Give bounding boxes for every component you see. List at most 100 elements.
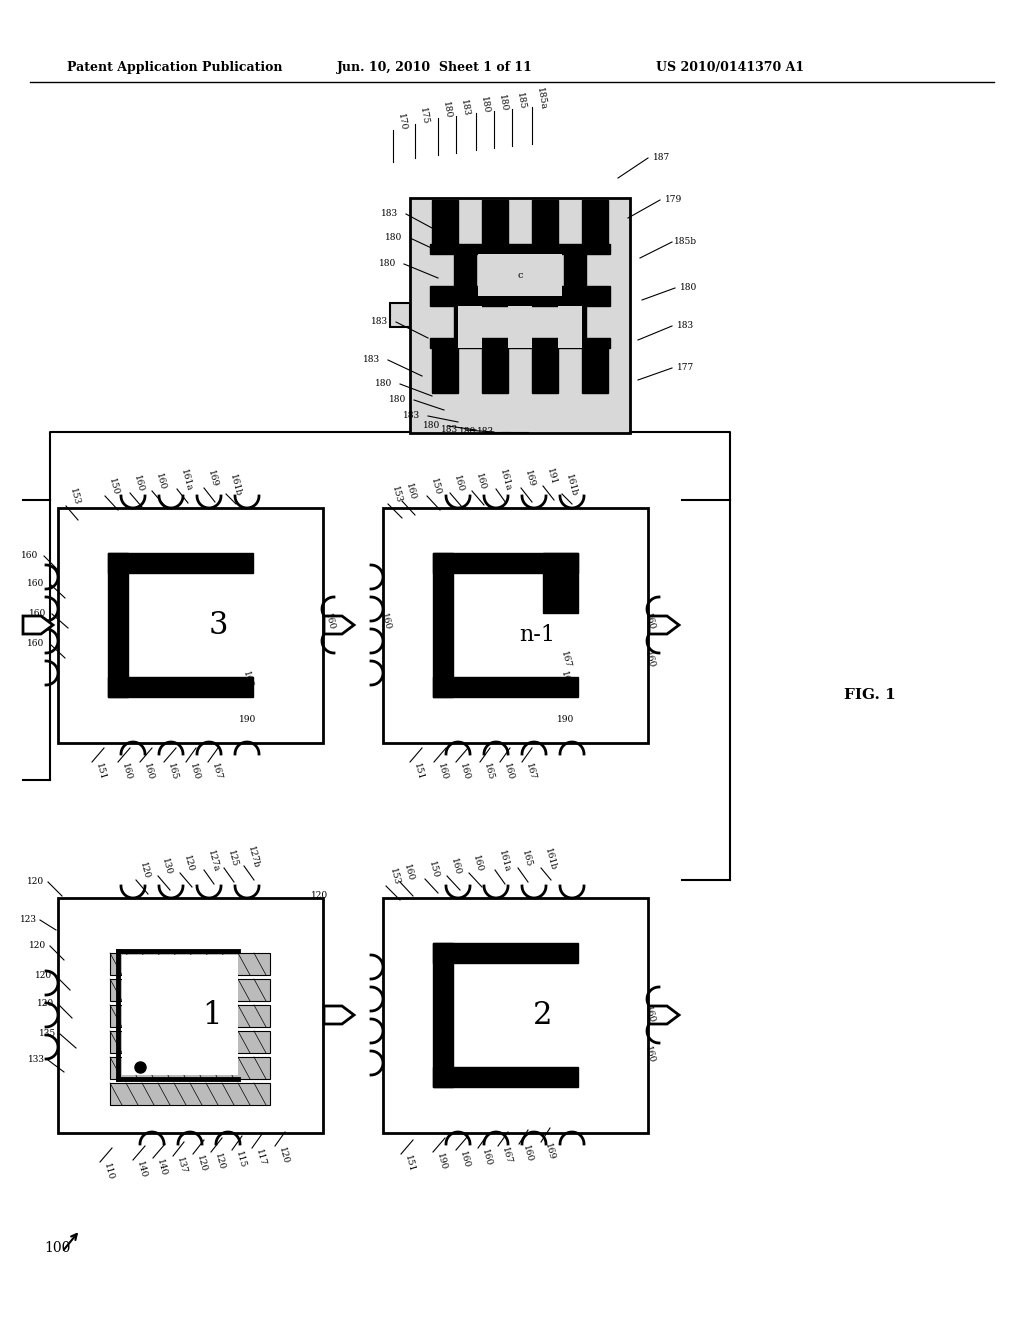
Bar [433, 1067, 578, 1086]
Text: n-1: n-1 [519, 624, 555, 645]
Text: 183: 183 [364, 355, 381, 364]
Text: 160: 160 [480, 1148, 494, 1167]
Text: 125: 125 [226, 850, 240, 869]
Bar [110, 953, 270, 975]
Text: 160: 160 [324, 612, 337, 631]
Bar [432, 348, 458, 393]
Bar [458, 306, 482, 348]
Text: 127b: 127b [246, 845, 261, 869]
Text: 150: 150 [427, 861, 440, 879]
Text: 160: 160 [120, 763, 133, 781]
Bar [383, 508, 648, 743]
Text: 160: 160 [188, 763, 201, 781]
Text: 161b: 161b [543, 846, 558, 871]
Polygon shape [649, 616, 679, 634]
Text: 135: 135 [39, 1030, 56, 1039]
Text: 160: 160 [559, 671, 572, 689]
Text: 160: 160 [142, 763, 156, 781]
Text: 183: 183 [372, 318, 388, 326]
Text: 123: 123 [19, 916, 37, 924]
Text: 179: 179 [666, 195, 683, 205]
Text: 190: 190 [435, 1152, 449, 1171]
Text: 191: 191 [545, 467, 558, 487]
Text: 183: 183 [381, 210, 398, 219]
Text: 160: 160 [404, 483, 417, 502]
Text: 180: 180 [479, 96, 490, 115]
Text: 167: 167 [524, 763, 538, 781]
Bar [110, 1082, 270, 1105]
Text: 160: 160 [521, 1144, 535, 1163]
Text: 150: 150 [106, 478, 120, 496]
Bar [430, 338, 610, 348]
Text: 185b: 185b [675, 238, 697, 247]
Text: 190: 190 [240, 715, 257, 725]
Bar [558, 306, 582, 348]
Text: 160: 160 [380, 612, 392, 631]
Text: 161a: 161a [497, 849, 512, 873]
Text: 160: 160 [22, 552, 39, 561]
Text: 120: 120 [138, 862, 152, 880]
Polygon shape [649, 1006, 679, 1024]
Bar [543, 553, 578, 612]
Text: 127a: 127a [206, 849, 220, 873]
Text: 117: 117 [254, 1148, 267, 1167]
Text: 167: 167 [559, 651, 572, 669]
Text: 130: 130 [160, 858, 173, 876]
Bar [108, 553, 253, 573]
Text: US 2010/0141370 A1: US 2010/0141370 A1 [656, 62, 804, 74]
Text: 180: 180 [376, 380, 392, 388]
Text: 165: 165 [166, 763, 179, 781]
Text: 160: 160 [643, 612, 656, 631]
Bar [108, 677, 253, 697]
Text: 153: 153 [68, 487, 81, 507]
Text: 160: 160 [458, 763, 471, 781]
Text: 183: 183 [403, 412, 421, 421]
Text: 177: 177 [677, 363, 694, 372]
Text: 120: 120 [36, 972, 52, 981]
Bar [410, 198, 630, 433]
Bar [58, 508, 323, 743]
Bar [564, 253, 586, 286]
Text: 175: 175 [418, 107, 430, 125]
Text: 160: 160 [643, 1006, 656, 1024]
Bar [482, 201, 508, 244]
Text: 160: 160 [132, 474, 145, 494]
Polygon shape [324, 616, 354, 634]
Bar [478, 253, 562, 296]
Bar [430, 296, 610, 306]
Text: 180: 180 [441, 100, 453, 119]
Text: 151: 151 [403, 1155, 416, 1173]
Text: 160: 160 [30, 610, 47, 619]
Text: 183: 183 [459, 99, 471, 117]
Bar [433, 553, 578, 573]
Text: 153: 153 [390, 486, 403, 504]
Bar [383, 898, 648, 1133]
Text: 137: 137 [175, 1156, 188, 1175]
Text: 120: 120 [38, 999, 54, 1008]
Bar [432, 201, 458, 244]
Bar [582, 201, 608, 244]
Text: 120: 120 [182, 854, 196, 874]
Text: 160: 160 [471, 854, 484, 874]
Text: 160: 160 [242, 671, 255, 689]
Bar [564, 306, 586, 338]
Text: 169: 169 [523, 470, 537, 488]
Text: 160: 160 [452, 474, 465, 494]
Text: 2: 2 [534, 999, 553, 1031]
Text: 133: 133 [28, 1056, 44, 1064]
Bar [433, 677, 578, 697]
Text: 115: 115 [234, 1151, 247, 1170]
Text: 160: 160 [643, 1045, 656, 1064]
Text: 180: 180 [680, 284, 697, 293]
Text: 120: 120 [195, 1155, 208, 1173]
Text: 160: 160 [402, 863, 415, 883]
Text: 160: 160 [474, 473, 487, 491]
Text: Jun. 10, 2010  Sheet 1 of 11: Jun. 10, 2010 Sheet 1 of 11 [337, 62, 532, 74]
Text: 185a: 185a [535, 87, 548, 111]
Text: 180: 180 [497, 94, 509, 112]
Polygon shape [23, 616, 53, 634]
Text: 167: 167 [210, 763, 223, 781]
Text: 120: 120 [28, 878, 45, 887]
Text: 160: 160 [436, 763, 450, 781]
Text: 160: 160 [28, 639, 45, 648]
